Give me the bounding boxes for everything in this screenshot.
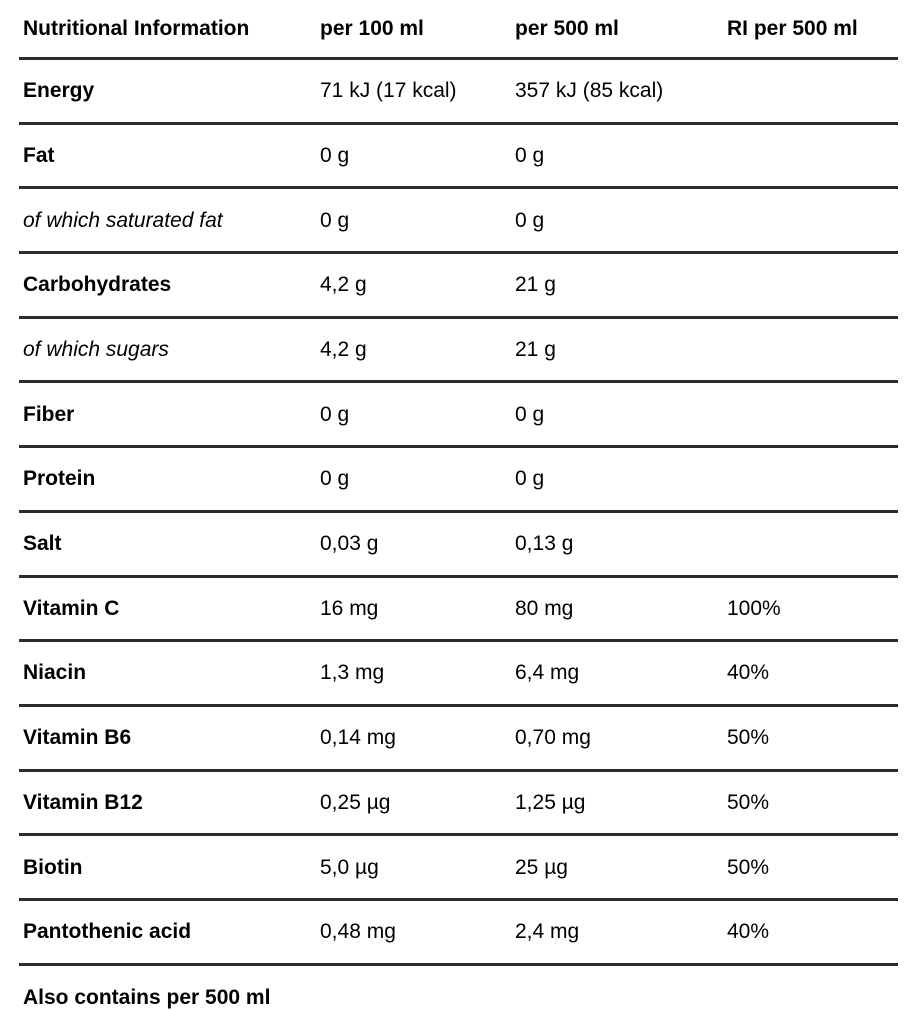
value-per-100ml: 0,48 mg [320, 920, 396, 944]
value-per-500ml: 80 mg [515, 596, 574, 620]
row-label: Energy [23, 79, 95, 103]
header-per-100ml: per 100 ml [320, 16, 424, 40]
value-per-100ml: 0 g [320, 467, 350, 491]
table-row-pantothenic-acid: Pantothenic acid 0,48 mg 2,4 mg 40% [19, 901, 898, 966]
value-per-500ml: 0,13 g [515, 532, 574, 556]
value-per-100ml: 0,14 mg [320, 726, 396, 750]
row-label: Biotin [23, 855, 83, 879]
table-row-salt: Salt 0,03 g 0,13 g [19, 513, 898, 578]
header-ri-per-500ml: RI per 500 ml [727, 16, 858, 40]
value-per-500ml: 21 g [515, 273, 556, 297]
row-label: of which saturated fat [23, 208, 223, 232]
table-row-energy: Energy 71 kJ (17 kcal) 357 kJ (85 kcal) [19, 60, 898, 125]
also-contains-note: Also contains per 500 ml [23, 986, 271, 1009]
table-row-protein: Protein 0 g 0 g [19, 448, 898, 513]
nutrition-table: Nutritional Information per 100 ml per 5… [19, 0, 898, 966]
table-row-vitamin-b12: Vitamin B12 0,25 µg 1,25 µg 50% [19, 772, 898, 837]
value-ri: 100% [727, 596, 781, 620]
value-per-500ml: 0 g [515, 402, 545, 426]
row-label: Pantothenic acid [23, 920, 192, 944]
value-ri: 50% [727, 855, 770, 879]
value-per-500ml: 0 g [515, 208, 545, 232]
value-per-500ml: 25 µg [515, 855, 568, 879]
table-row-saturated-fat: of which saturated fat 0 g 0 g [19, 189, 898, 255]
value-per-100ml: 4,2 g [320, 273, 367, 297]
row-label: Vitamin C [23, 596, 120, 620]
value-per-500ml: 2,4 mg [515, 920, 580, 944]
table-row-vitamin-c: Vitamin C 16 mg 80 mg 100% [19, 578, 898, 643]
table-header-row: Nutritional Information per 100 ml per 5… [19, 0, 898, 60]
row-label: Vitamin B6 [23, 726, 132, 750]
value-per-100ml: 0 g [320, 143, 350, 167]
value-per-100ml: 0,03 g [320, 532, 379, 556]
value-per-500ml: 1,25 µg [515, 790, 586, 814]
value-per-500ml: 21 g [515, 338, 556, 362]
value-per-500ml: 357 kJ (85 kcal) [515, 79, 664, 103]
value-per-100ml: 5,0 µg [320, 855, 379, 879]
header-per-500ml: per 500 ml [515, 16, 619, 40]
value-per-100ml: 4,2 g [320, 338, 367, 362]
value-ri: 50% [727, 726, 770, 750]
value-per-100ml: 16 mg [320, 596, 379, 620]
value-ri: 40% [727, 661, 770, 685]
row-label: Vitamin B12 [23, 790, 143, 814]
row-label: Carbohydrates [23, 273, 172, 297]
table-row-fat: Fat 0 g 0 g [19, 125, 898, 190]
row-label: Fat [23, 143, 55, 167]
row-label: Niacin [23, 661, 87, 685]
table-row-fiber: Fiber 0 g 0 g [19, 383, 898, 449]
table-row-vitamin-b6: Vitamin B6 0,14 mg 0,70 mg 50% [19, 707, 898, 772]
value-per-500ml: 0 g [515, 143, 545, 167]
value-per-500ml: 6,4 mg [515, 661, 580, 685]
row-label: of which sugars [23, 338, 169, 362]
table-row-carbohydrates: Carbohydrates 4,2 g 21 g [19, 254, 898, 319]
value-per-100ml: 1,3 mg [320, 661, 385, 685]
value-per-100ml: 0,25 µg [320, 790, 391, 814]
value-per-100ml: 0 g [320, 402, 350, 426]
row-label: Fiber [23, 402, 75, 426]
table-row-biotin: Biotin 5,0 µg 25 µg 50% [19, 836, 898, 901]
table-row-niacin: Niacin 1,3 mg 6,4 mg 40% [19, 642, 898, 707]
value-per-100ml: 71 kJ (17 kcal) [320, 79, 457, 103]
table-row-sugars: of which sugars 4,2 g 21 g [19, 319, 898, 384]
row-label: Salt [23, 532, 62, 556]
value-ri: 40% [727, 920, 770, 944]
value-ri: 50% [727, 790, 770, 814]
header-nutritional-information: Nutritional Information [23, 16, 250, 40]
value-per-100ml: 0 g [320, 208, 350, 232]
row-label: Protein [23, 467, 96, 491]
value-per-500ml: 0 g [515, 467, 545, 491]
value-per-500ml: 0,70 mg [515, 726, 591, 750]
